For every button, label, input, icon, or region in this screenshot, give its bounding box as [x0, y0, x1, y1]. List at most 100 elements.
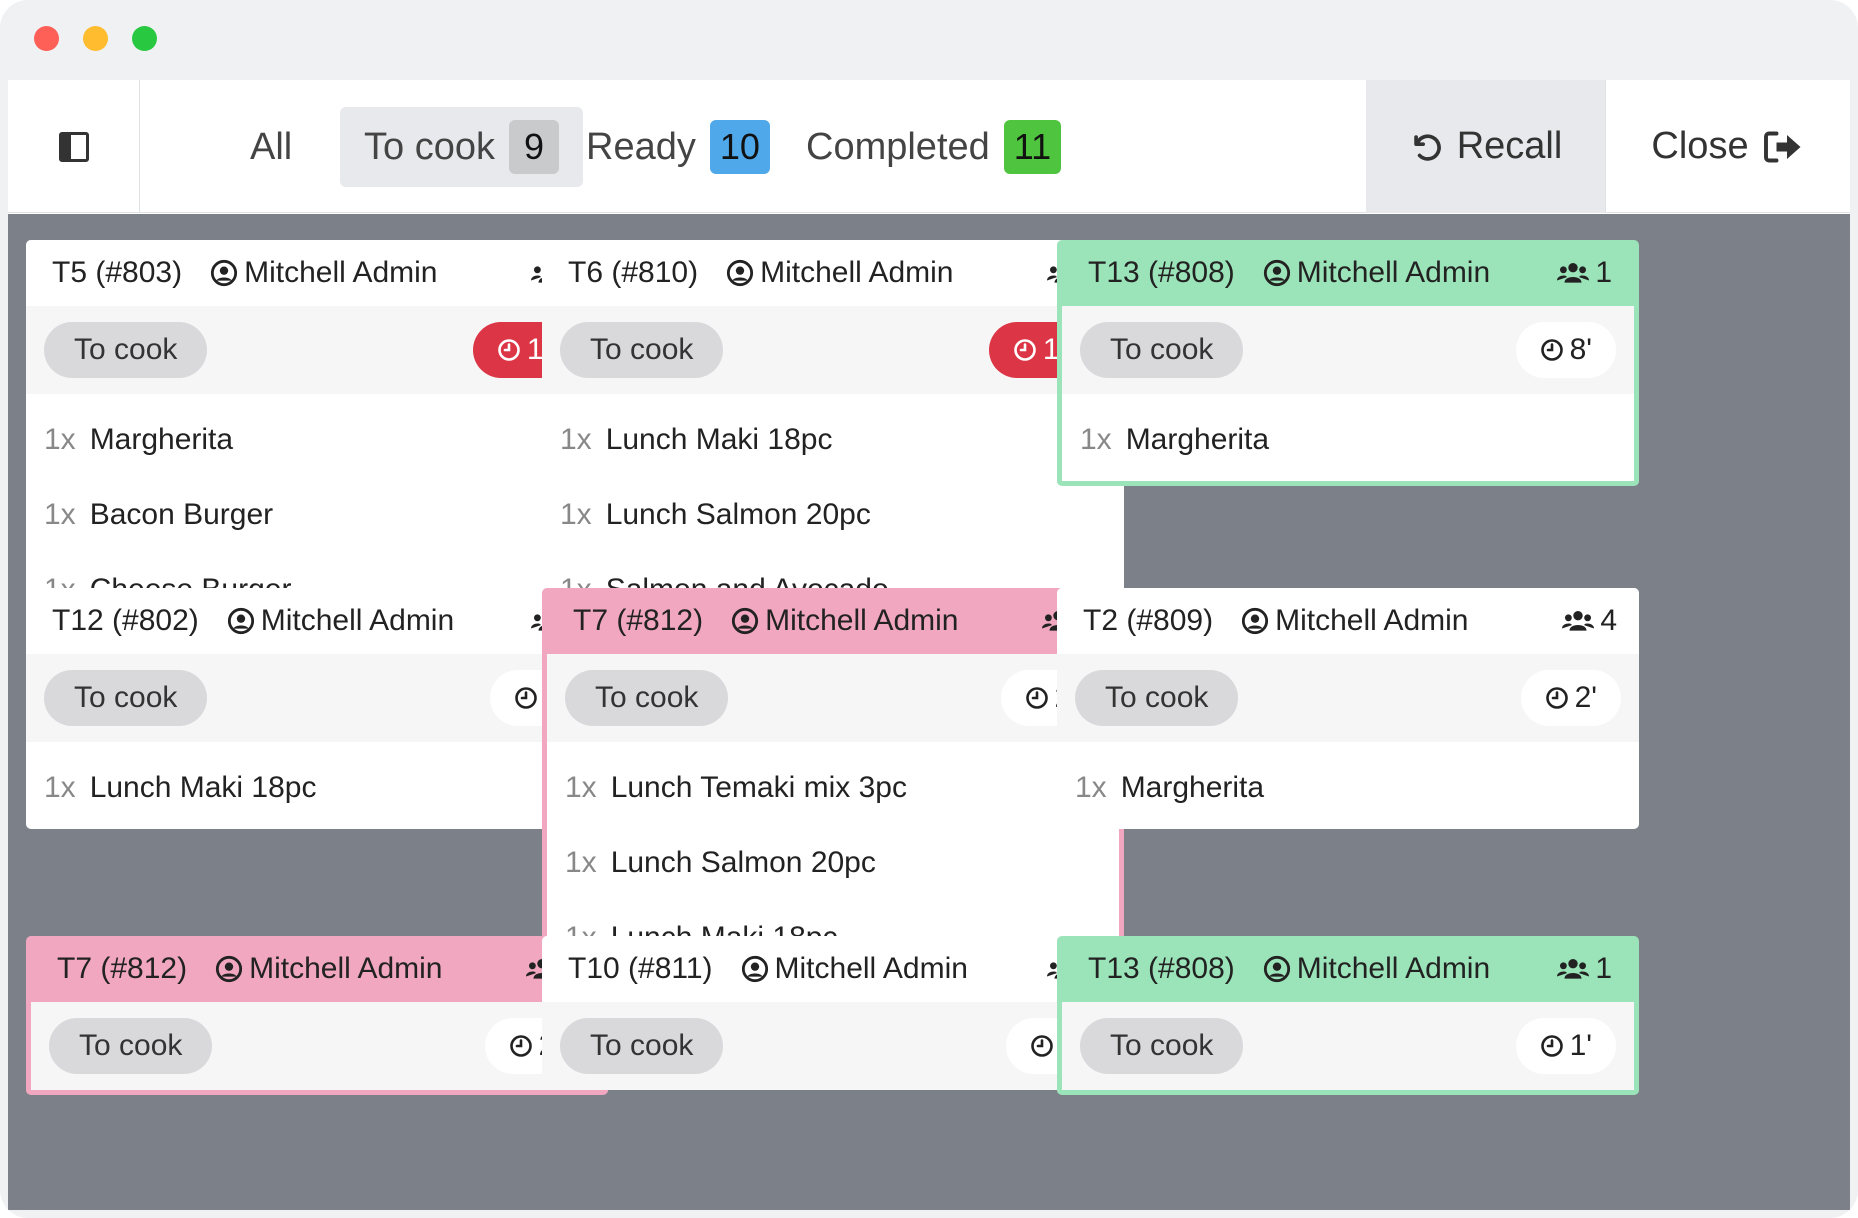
order-card[interactable]: T7 (#812) Mitchell Admin 1 — [26, 936, 608, 1095]
order-card[interactable]: T13 (#808) Mitchell Admin 1 — [1057, 936, 1639, 1095]
order-state-badge[interactable]: To cook — [1080, 1018, 1244, 1074]
order-lines: 1x Margherita — [1057, 742, 1639, 829]
order-timer: 1' — [1515, 1018, 1616, 1074]
order-state-badge[interactable]: To cook — [44, 670, 208, 726]
order-user: Mitchell Admin — [731, 604, 1042, 638]
order-state-badge[interactable]: To cook — [565, 670, 729, 726]
order-line[interactable]: 1x Lunch Maki 18pc — [26, 750, 608, 825]
user-name: Mitchell Admin — [1296, 952, 1491, 985]
order-card[interactable]: T10 (#811) Mitchell Admin 4 — [542, 936, 1124, 1090]
timer-value: 2' — [1574, 681, 1597, 714]
order-user: Mitchell Admin — [726, 256, 1047, 290]
sidebar-toggle-icon — [58, 131, 89, 162]
user-circle-icon — [1263, 955, 1290, 983]
table-reference: T13 (#808) — [1088, 256, 1235, 289]
line-product: Margherita — [1125, 422, 1270, 456]
order-status-row: To cook 1' — [1062, 1002, 1634, 1090]
users-icon — [1557, 262, 1590, 283]
user-circle-icon — [216, 955, 243, 983]
order-line[interactable]: 1x Lunch Temaki mix 3pc — [547, 750, 1119, 825]
sidebar-toggle-button[interactable] — [8, 80, 140, 213]
order-line[interactable]: 1x Lunch Salmon 20pc — [547, 825, 1119, 900]
guest-number: 1 — [1595, 952, 1612, 985]
order-user: Mitchell Admin — [215, 952, 526, 986]
line-quantity: 1x — [560, 422, 592, 456]
order-card[interactable]: T7 (#812) Mitchell Admin 1 — [542, 588, 1124, 984]
order-card[interactable]: T6 (#810) Mitchell Admin 3 — [542, 240, 1124, 631]
order-state-badge[interactable]: To cook — [560, 1018, 724, 1074]
sign-out-icon — [1763, 131, 1801, 162]
order-header: T5 (#803) Mitchell Admin 2 — [26, 240, 608, 306]
line-product: Lunch Maki 18pc — [605, 422, 833, 456]
recall-label: Recall — [1456, 125, 1563, 167]
order-line[interactable]: 1x Margherita — [1062, 402, 1634, 477]
maximize-window-button[interactable] — [132, 26, 157, 51]
user-name: Mitchell Admin — [774, 952, 968, 985]
table-reference: T6 (#810) — [568, 256, 699, 289]
order-state-badge[interactable]: To cook — [44, 322, 208, 378]
order-card[interactable]: T12 (#802) Mitchell Admin 1 — [26, 588, 608, 829]
line-quantity: 1x — [1075, 770, 1107, 804]
user-circle-icon — [741, 955, 768, 983]
order-status-row: To cook 2' — [542, 1002, 1124, 1090]
table-reference: T10 (#811) — [568, 952, 713, 985]
users-icon — [1562, 610, 1595, 631]
close-button[interactable]: Close — [1606, 80, 1850, 213]
order-header: T10 (#811) Mitchell Admin 4 — [542, 936, 1124, 1002]
order-line[interactable]: 1x Bacon Burger — [26, 477, 608, 552]
clock-icon — [1545, 687, 1568, 709]
table-reference: T7 (#812) — [573, 604, 704, 637]
order-status-row: To cook 2' — [1057, 654, 1639, 742]
order-line[interactable]: 1x Lunch Salmon 20pc — [542, 477, 1124, 552]
tab-completed[interactable]: Completed 11 — [782, 107, 1085, 187]
order-timer: 8' — [1515, 322, 1616, 378]
user-circle-icon — [1263, 259, 1290, 287]
user-name: Mitchell Admin — [1275, 604, 1469, 637]
guest-count: 1 — [1557, 256, 1612, 290]
close-window-button[interactable] — [34, 26, 59, 51]
undo-icon — [1413, 133, 1441, 161]
user-circle-icon — [211, 259, 238, 287]
line-quantity: 1x — [560, 497, 592, 531]
order-state-badge[interactable]: To cook — [1080, 322, 1244, 378]
order-header: T12 (#802) Mitchell Admin 1 — [26, 588, 608, 654]
table-reference: T5 (#803) — [52, 256, 183, 289]
order-user: Mitchell Admin — [741, 952, 1048, 986]
line-product: Margherita — [1120, 770, 1265, 804]
clock-icon — [1014, 339, 1036, 361]
line-product: Lunch Salmon 20pc — [605, 497, 871, 531]
tab-count-badge: 10 — [709, 120, 770, 174]
tab-label: Ready — [586, 125, 696, 168]
order-line[interactable]: 1x Lunch Maki 18pc — [542, 402, 1124, 477]
line-quantity: 1x — [44, 770, 76, 804]
order-line[interactable]: 1x Margherita — [26, 402, 608, 477]
order-state-badge[interactable]: To cook — [1075, 670, 1239, 726]
table-reference: T13 (#808) — [1088, 952, 1235, 985]
timer-value: 8' — [1569, 333, 1592, 366]
tab-to-cook[interactable]: To cook 9 — [340, 107, 583, 187]
tab-ready[interactable]: Ready 10 — [562, 107, 794, 187]
users-icon — [1557, 958, 1590, 979]
line-quantity: 1x — [1080, 422, 1112, 456]
window-controls — [34, 26, 157, 51]
tab-count-badge: 9 — [508, 120, 559, 174]
order-card[interactable]: T2 (#809) Mitchell Admin 4 — [1057, 588, 1639, 829]
order-state-badge[interactable]: To cook — [560, 322, 724, 378]
order-card[interactable]: T5 (#803) Mitchell Admin 2 — [26, 240, 608, 631]
order-card[interactable]: T13 (#808) Mitchell Admin 1 — [1057, 240, 1639, 486]
minimize-window-button[interactable] — [83, 26, 108, 51]
order-line[interactable]: 1x Margherita — [1057, 750, 1639, 825]
tab-all[interactable]: All — [226, 107, 316, 187]
clock-icon — [1030, 1035, 1053, 1057]
recall-button[interactable]: Recall — [1366, 80, 1606, 213]
kitchen-display: All To cook 9 Ready 10 Completed 11 Reca… — [8, 80, 1850, 1210]
line-quantity: 1x — [44, 422, 76, 456]
clock-icon — [509, 1035, 532, 1057]
clock-icon — [1540, 1035, 1563, 1057]
order-user: Mitchell Admin — [1263, 952, 1558, 986]
clock-icon — [1540, 339, 1563, 361]
line-product: Bacon Burger — [89, 497, 274, 531]
order-header: T13 (#808) Mitchell Admin 1 — [1062, 936, 1634, 1002]
order-state-badge[interactable]: To cook — [49, 1018, 213, 1074]
table-reference: T7 (#812) — [57, 952, 188, 985]
